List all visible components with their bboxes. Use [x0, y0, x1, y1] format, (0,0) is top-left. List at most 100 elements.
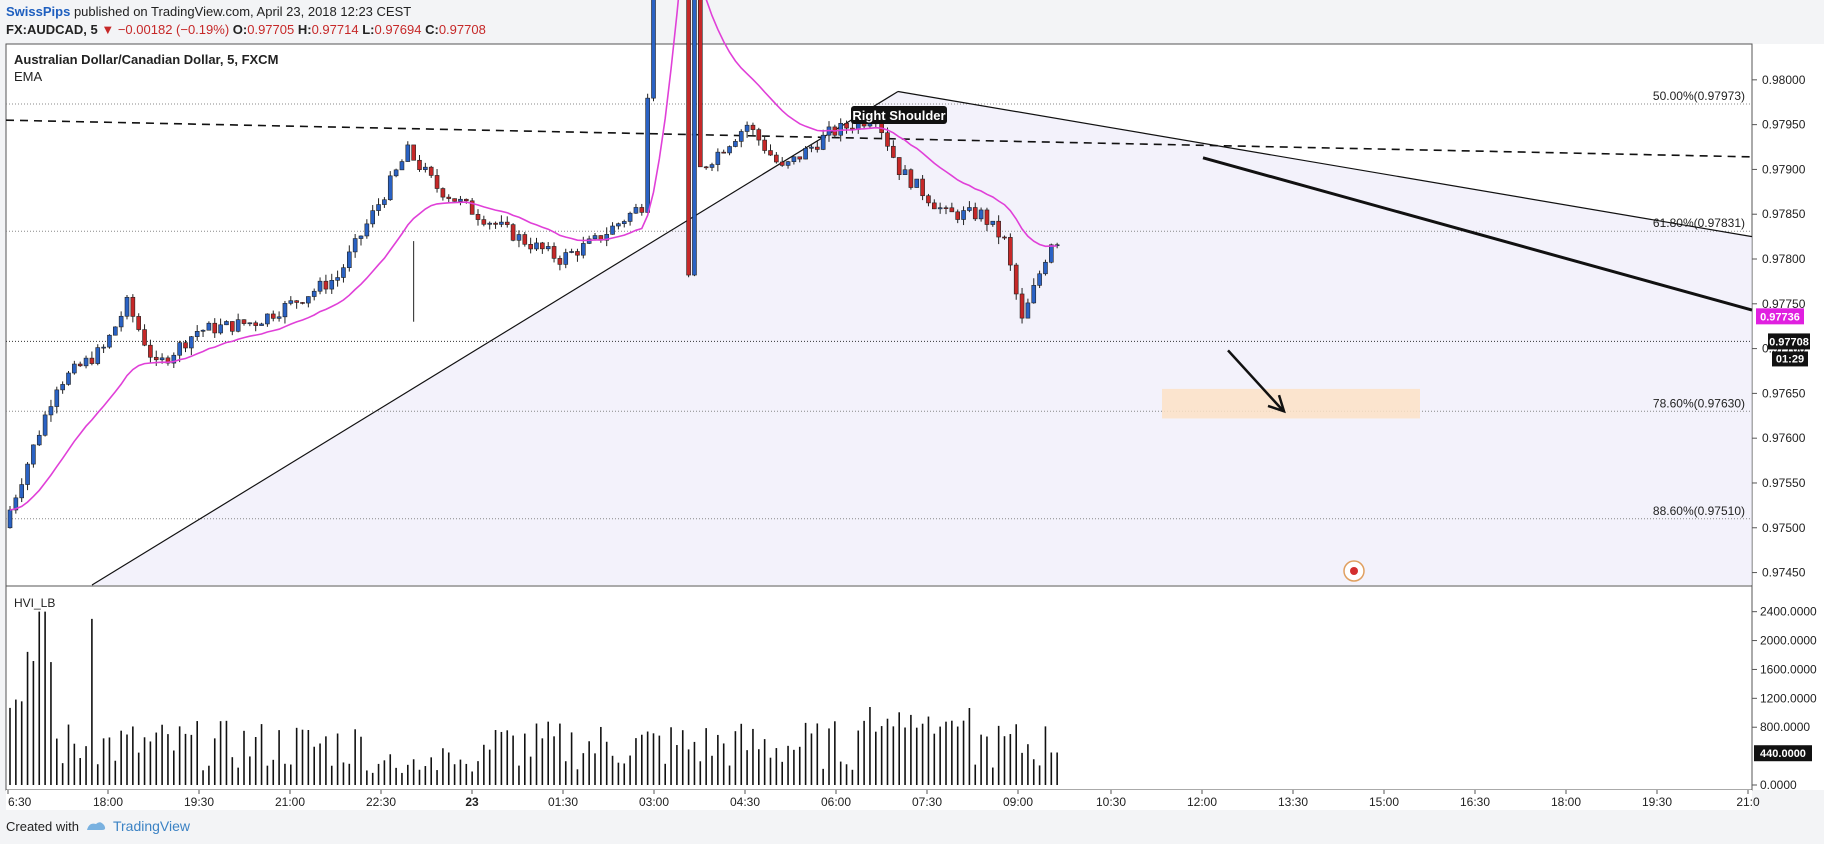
candle-body	[153, 356, 159, 361]
candle-body	[926, 195, 931, 204]
candle-body	[89, 357, 95, 364]
candle-body	[48, 406, 54, 416]
rising-trendline	[91, 90, 899, 586]
candle-body	[42, 414, 48, 436]
candle-body	[428, 166, 434, 176]
time-tick-label: 19:30	[1642, 795, 1672, 809]
candle-body	[797, 156, 803, 160]
candle-body	[282, 303, 288, 318]
candle-body	[218, 324, 223, 334]
candle-body	[265, 313, 270, 325]
candle-body	[177, 342, 182, 356]
candle-body	[510, 224, 516, 241]
candle-body	[72, 363, 77, 374]
candle-body	[580, 243, 586, 256]
tradingview-brand[interactable]: TradingView	[112, 818, 191, 834]
volume-current-tag-text: 440.0000	[1760, 748, 1806, 760]
ema-line	[9, 0, 1058, 511]
candle-body	[113, 326, 118, 336]
price-tick-label: 0.97800	[1762, 252, 1806, 266]
author-link[interactable]: SwissPips	[6, 4, 71, 19]
time-tick-label: 12:00	[1187, 795, 1217, 809]
fib-level-label: 78.60%(0.97630)	[1653, 396, 1745, 410]
time-tick-label: 15:00	[1369, 795, 1399, 809]
pattern-shade	[92, 91, 1752, 586]
volume-tick-label: 800.0000	[1760, 720, 1810, 734]
volume-tick-label: 1600.0000	[1760, 662, 1817, 676]
candle-body	[341, 267, 346, 278]
candle-body	[978, 209, 984, 220]
time-tick-label: 09:00	[1003, 795, 1033, 809]
candle-body	[7, 509, 13, 529]
candle-body	[504, 221, 510, 225]
candle-body	[206, 322, 212, 331]
volume-tick-label: 2400.0000	[1760, 605, 1817, 619]
price-tick-label: 0.97750	[1762, 297, 1806, 311]
candle-body	[452, 198, 457, 202]
candle-body	[867, 123, 873, 127]
candle-body	[639, 207, 645, 213]
candle-body	[949, 207, 955, 213]
candle-body	[1049, 244, 1054, 263]
high-label: H:	[297, 22, 312, 37]
candle-body	[522, 234, 528, 245]
candle-body	[358, 235, 364, 239]
fib-level-label: 61.80%(0.97831)	[1653, 216, 1745, 230]
candle-body	[224, 321, 229, 326]
candle-body	[499, 221, 504, 225]
candle-body	[563, 252, 569, 265]
last-price-tag-text: 0.97708	[1769, 336, 1809, 348]
candle-body	[434, 175, 440, 189]
candle-body	[276, 316, 282, 319]
candle-body	[937, 207, 943, 210]
candle-body	[493, 222, 498, 225]
candle-body	[1025, 302, 1031, 319]
candle-body	[557, 258, 563, 265]
candle-body	[294, 300, 299, 303]
low-label: L:	[362, 22, 375, 37]
neckline-dashed	[5, 119, 1753, 158]
candle-body	[212, 322, 218, 334]
candle-body	[1037, 273, 1042, 286]
right-shoulder-text: Right Shoulder	[852, 108, 945, 123]
candle-body	[774, 154, 779, 163]
projected-trendline	[1202, 156, 1753, 312]
candle-body	[306, 296, 311, 304]
volume-pane[interactable]	[5, 585, 1753, 791]
last-price-tag	[1768, 333, 1810, 350]
symbol-label: FX:AUDCAD, 5	[6, 22, 98, 37]
candle-body	[189, 336, 194, 349]
time-tick-label: 6:30	[8, 795, 32, 809]
candle-body	[411, 144, 416, 161]
candle-body	[247, 322, 253, 325]
candle-body	[750, 124, 756, 130]
candle-body	[136, 316, 141, 330]
candle-body	[329, 280, 335, 290]
candle-body	[364, 223, 370, 237]
time-tick-label: 18:00	[93, 795, 123, 809]
candle-body	[346, 251, 352, 268]
time-axis[interactable]	[6, 790, 1752, 810]
canada-flag-icon	[1350, 567, 1358, 575]
candle-body	[288, 300, 294, 304]
time-tick-label: 13:30	[1278, 795, 1308, 809]
candle-body	[686, 0, 691, 276]
price-tick-label: 0.97950	[1762, 118, 1806, 132]
candle-body	[387, 175, 393, 201]
candle-body	[569, 251, 574, 253]
candle-body	[235, 319, 241, 332]
time-tick-label: 04:30	[730, 795, 760, 809]
candle-body	[463, 198, 469, 202]
candle-body	[107, 334, 112, 348]
candle-body	[183, 342, 188, 349]
time-tick-label: 10:30	[1096, 795, 1126, 809]
price-axis[interactable]	[1752, 44, 1824, 790]
price-tick-label: 0.98000	[1762, 73, 1806, 87]
candle-body	[820, 134, 826, 150]
published-text: published on TradingView.com, April 23, …	[73, 4, 412, 19]
open-value: 0.97705	[247, 22, 295, 37]
candle-body	[809, 146, 814, 149]
time-tick-label: 03:00	[639, 795, 669, 809]
candle-body	[352, 238, 358, 253]
